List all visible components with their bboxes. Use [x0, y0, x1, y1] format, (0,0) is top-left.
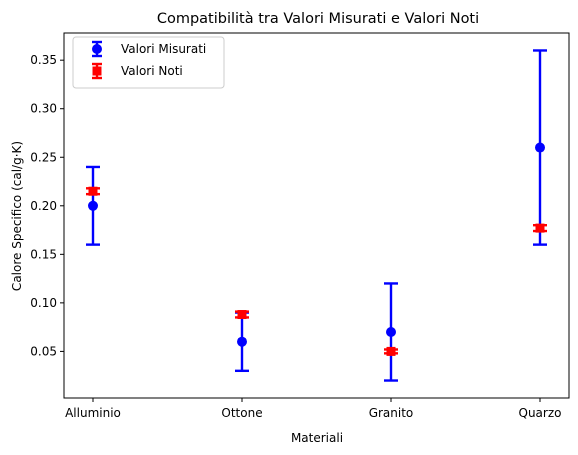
known-marker — [535, 223, 545, 233]
x-axis-label: Materiali — [291, 431, 343, 445]
plot-frame — [63, 32, 570, 399]
known-point — [86, 186, 100, 196]
y-tick-label: 0.35 — [30, 53, 57, 67]
y-axis-ticks: 0.05 0.10 0.15 0.20 0.25 0.30 0.35 — [30, 53, 64, 358]
known-marker — [88, 186, 98, 196]
x-tick-label: Granito — [369, 406, 414, 420]
measured-marker — [386, 326, 396, 337]
measured-point — [384, 282, 398, 382]
known-marker — [237, 310, 247, 320]
known-point — [384, 346, 398, 356]
y-tick-label: 0.05 — [30, 344, 57, 358]
measured-series — [86, 49, 547, 382]
measured-marker — [237, 336, 247, 347]
legend-swatch-marker — [92, 66, 102, 76]
known-marker — [386, 346, 396, 356]
measured-marker — [535, 142, 545, 153]
y-axis-label: Calore Specifico (cal/g·K) — [10, 141, 24, 291]
y-tick-label: 0.20 — [30, 199, 57, 213]
y-tick-label: 0.30 — [30, 102, 57, 116]
legend-label: Valori Noti — [121, 64, 183, 78]
plot-area — [64, 33, 569, 398]
x-tick-label: Quarzo — [519, 406, 562, 420]
legend-item-measured: Valori Misurati — [92, 40, 206, 58]
y-tick-label: 0.15 — [30, 247, 57, 261]
legend-label: Valori Misurati — [121, 42, 206, 56]
legend-item-known: Valori Noti — [92, 62, 183, 80]
y-tick-label: 0.10 — [30, 296, 57, 310]
legend: Valori Misurati Valori Noti — [72, 36, 225, 89]
known-point — [533, 223, 547, 233]
legend-box — [72, 36, 225, 89]
data-series — [86, 49, 547, 382]
measured-marker — [88, 200, 98, 211]
known-point — [235, 310, 249, 320]
legend-swatch-marker — [92, 44, 102, 54]
x-axis-ticks: Alluminio Ottone Granito Quarzo — [65, 398, 561, 420]
x-tick-label: Ottone — [221, 406, 262, 420]
chart-title: Compatibilità tra Valori Misurati e Valo… — [157, 11, 479, 27]
measured-point — [86, 165, 100, 246]
x-tick-label: Alluminio — [65, 406, 121, 420]
known-series — [86, 186, 547, 356]
measured-point — [533, 49, 547, 246]
y-tick-label: 0.25 — [30, 150, 57, 164]
